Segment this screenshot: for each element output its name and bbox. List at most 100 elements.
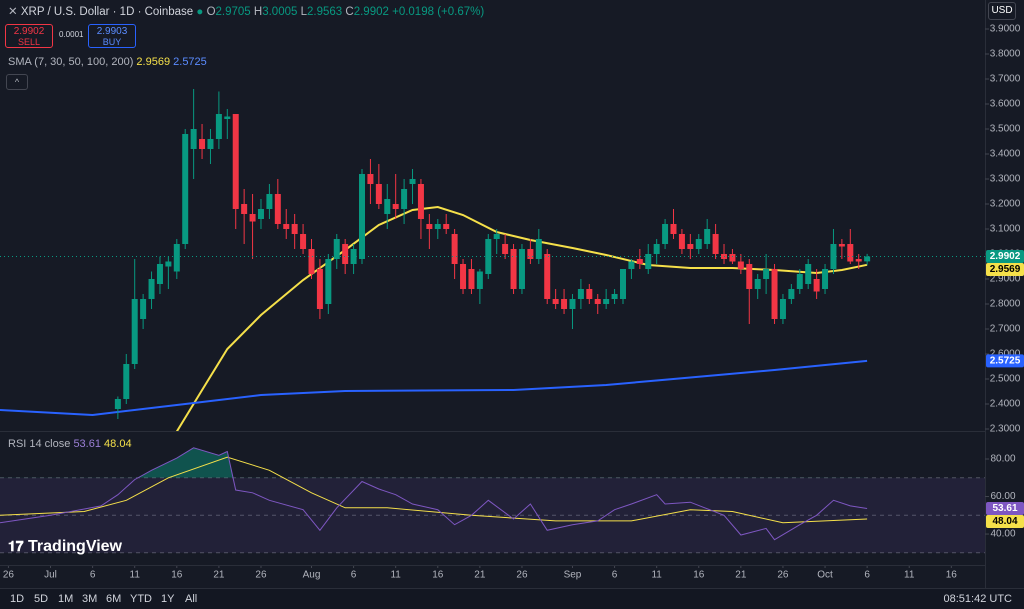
candle-body (712, 234, 719, 254)
x-tick-label: 21 (213, 570, 225, 581)
candle-body (535, 239, 542, 259)
candle-body (392, 204, 399, 209)
sell-button[interactable]: 2.9902 SELL (5, 24, 53, 48)
axis-badge-label: 2.9569 (990, 264, 1021, 275)
spread: 0.0001 (59, 30, 84, 39)
x-tick-label: Sep (564, 570, 582, 581)
candle-body (737, 261, 744, 269)
y-tick-label: 3.6000 (990, 99, 1021, 110)
range-button[interactable]: 6M (106, 593, 122, 605)
candle-body (628, 261, 635, 269)
currency-button[interactable]: USD (988, 2, 1016, 20)
axis-badge (986, 502, 1024, 516)
candle-body (417, 184, 424, 219)
candle-body (190, 129, 197, 149)
candle-body (148, 279, 155, 299)
axis-badge (986, 249, 1024, 263)
candle-body (401, 189, 408, 209)
candle-body (645, 254, 652, 269)
legend-header: ✕ XRP / U.S. Dollar · 1D · Coinbase ● O2… (8, 6, 485, 18)
axis-badge (986, 354, 1024, 368)
x-tick-label: 6 (612, 570, 618, 581)
candle-body (830, 244, 837, 269)
candle-body (443, 224, 450, 229)
candle-body (662, 224, 669, 244)
candle-body (350, 249, 357, 264)
candle-body (173, 244, 180, 272)
y-tick-label: 3.7000 (990, 74, 1021, 85)
x-tick-label: 11 (390, 570, 401, 581)
candle-body (165, 261, 172, 267)
y-tick-label: 3.9000 (990, 24, 1021, 35)
candle-body (502, 244, 509, 254)
axis-badge (986, 515, 1024, 529)
candle-body (510, 249, 517, 289)
y-tick-label: 2.9000 (990, 274, 1021, 285)
y-tick-label: 2.6000 (990, 349, 1021, 360)
candle-body (131, 299, 138, 364)
candle-body (199, 139, 206, 149)
x-tick-label: 16 (171, 570, 183, 581)
buy-button[interactable]: 2.9903 BUY (88, 24, 136, 48)
y-tick-label: 3.8000 (990, 49, 1021, 60)
candle-body (123, 364, 130, 399)
range-button[interactable]: 1D (10, 593, 25, 605)
x-tick-label: 6 (351, 570, 357, 581)
rsi-tick-label: 40.00 (990, 529, 1015, 540)
candle-body (308, 249, 315, 274)
range-button[interactable]: All (185, 593, 198, 605)
range-button[interactable]: 1Y (161, 593, 175, 605)
candle-body (140, 299, 147, 319)
l-label: L (300, 6, 308, 18)
candle-body (367, 174, 374, 184)
rsi-tick-label: 60.00 (990, 491, 1015, 502)
sell-label: SELL (17, 37, 41, 47)
y-tick-label: 3.5000 (990, 124, 1021, 135)
symbol: XRP / U.S. Dollar · 1D · Coinbase (20, 6, 194, 18)
candle-body (291, 224, 298, 234)
buy-label: BUY (102, 37, 122, 47)
candle-body (300, 234, 307, 249)
o-label: O (206, 6, 216, 18)
x-tick-label: 11 (651, 570, 662, 581)
buy-price: 2.9903 (96, 26, 128, 37)
range-button[interactable]: 5D (34, 593, 49, 605)
candle-body (342, 244, 349, 264)
x-tick-label: 6 (864, 570, 870, 581)
candle-body (426, 224, 433, 229)
sma-legend: SMA (7, 30, 50, 100, 200) 2.9569 2.5725 (8, 56, 207, 68)
range-button[interactable]: 1M (58, 593, 74, 605)
collapse-button[interactable]: ^ (6, 74, 28, 90)
candle-body (527, 249, 534, 259)
high: 3.0005 (262, 6, 298, 18)
rsi-band-fill (0, 477, 985, 553)
rsi-value: 53.61 (73, 438, 101, 450)
candle-body (552, 299, 559, 304)
candle-body (156, 264, 163, 284)
candle-body (476, 271, 483, 289)
candle-body (451, 234, 458, 264)
x-tick-label: Jul (44, 570, 57, 581)
candle-body (603, 299, 610, 304)
candle-body (746, 264, 753, 289)
x-tick-label: 16 (432, 570, 444, 581)
candle-body (518, 249, 525, 289)
range-button[interactable]: 3M (82, 593, 98, 605)
candle-body (594, 299, 601, 304)
candle-body (283, 224, 290, 229)
c-label: C (345, 6, 354, 18)
x-tick-label: 26 (516, 570, 528, 581)
candle-body (788, 289, 795, 299)
y-tick-label: 2.4000 (990, 399, 1021, 410)
candle-body (114, 399, 121, 409)
logo-text: TradingView (28, 538, 122, 555)
candle-body (232, 114, 239, 209)
range-button[interactable]: YTD (130, 593, 152, 605)
x-tick-label: 26 (255, 570, 267, 581)
y-tick-label: 2.5000 (990, 374, 1021, 385)
x-tick-label: 6 (90, 570, 96, 581)
rsi-title: RSI 14 close (8, 438, 71, 450)
x-tick-label: Aug (303, 570, 321, 581)
x-tick-label: 11 (130, 570, 141, 581)
y-tick-label: 2.8000 (990, 299, 1021, 310)
